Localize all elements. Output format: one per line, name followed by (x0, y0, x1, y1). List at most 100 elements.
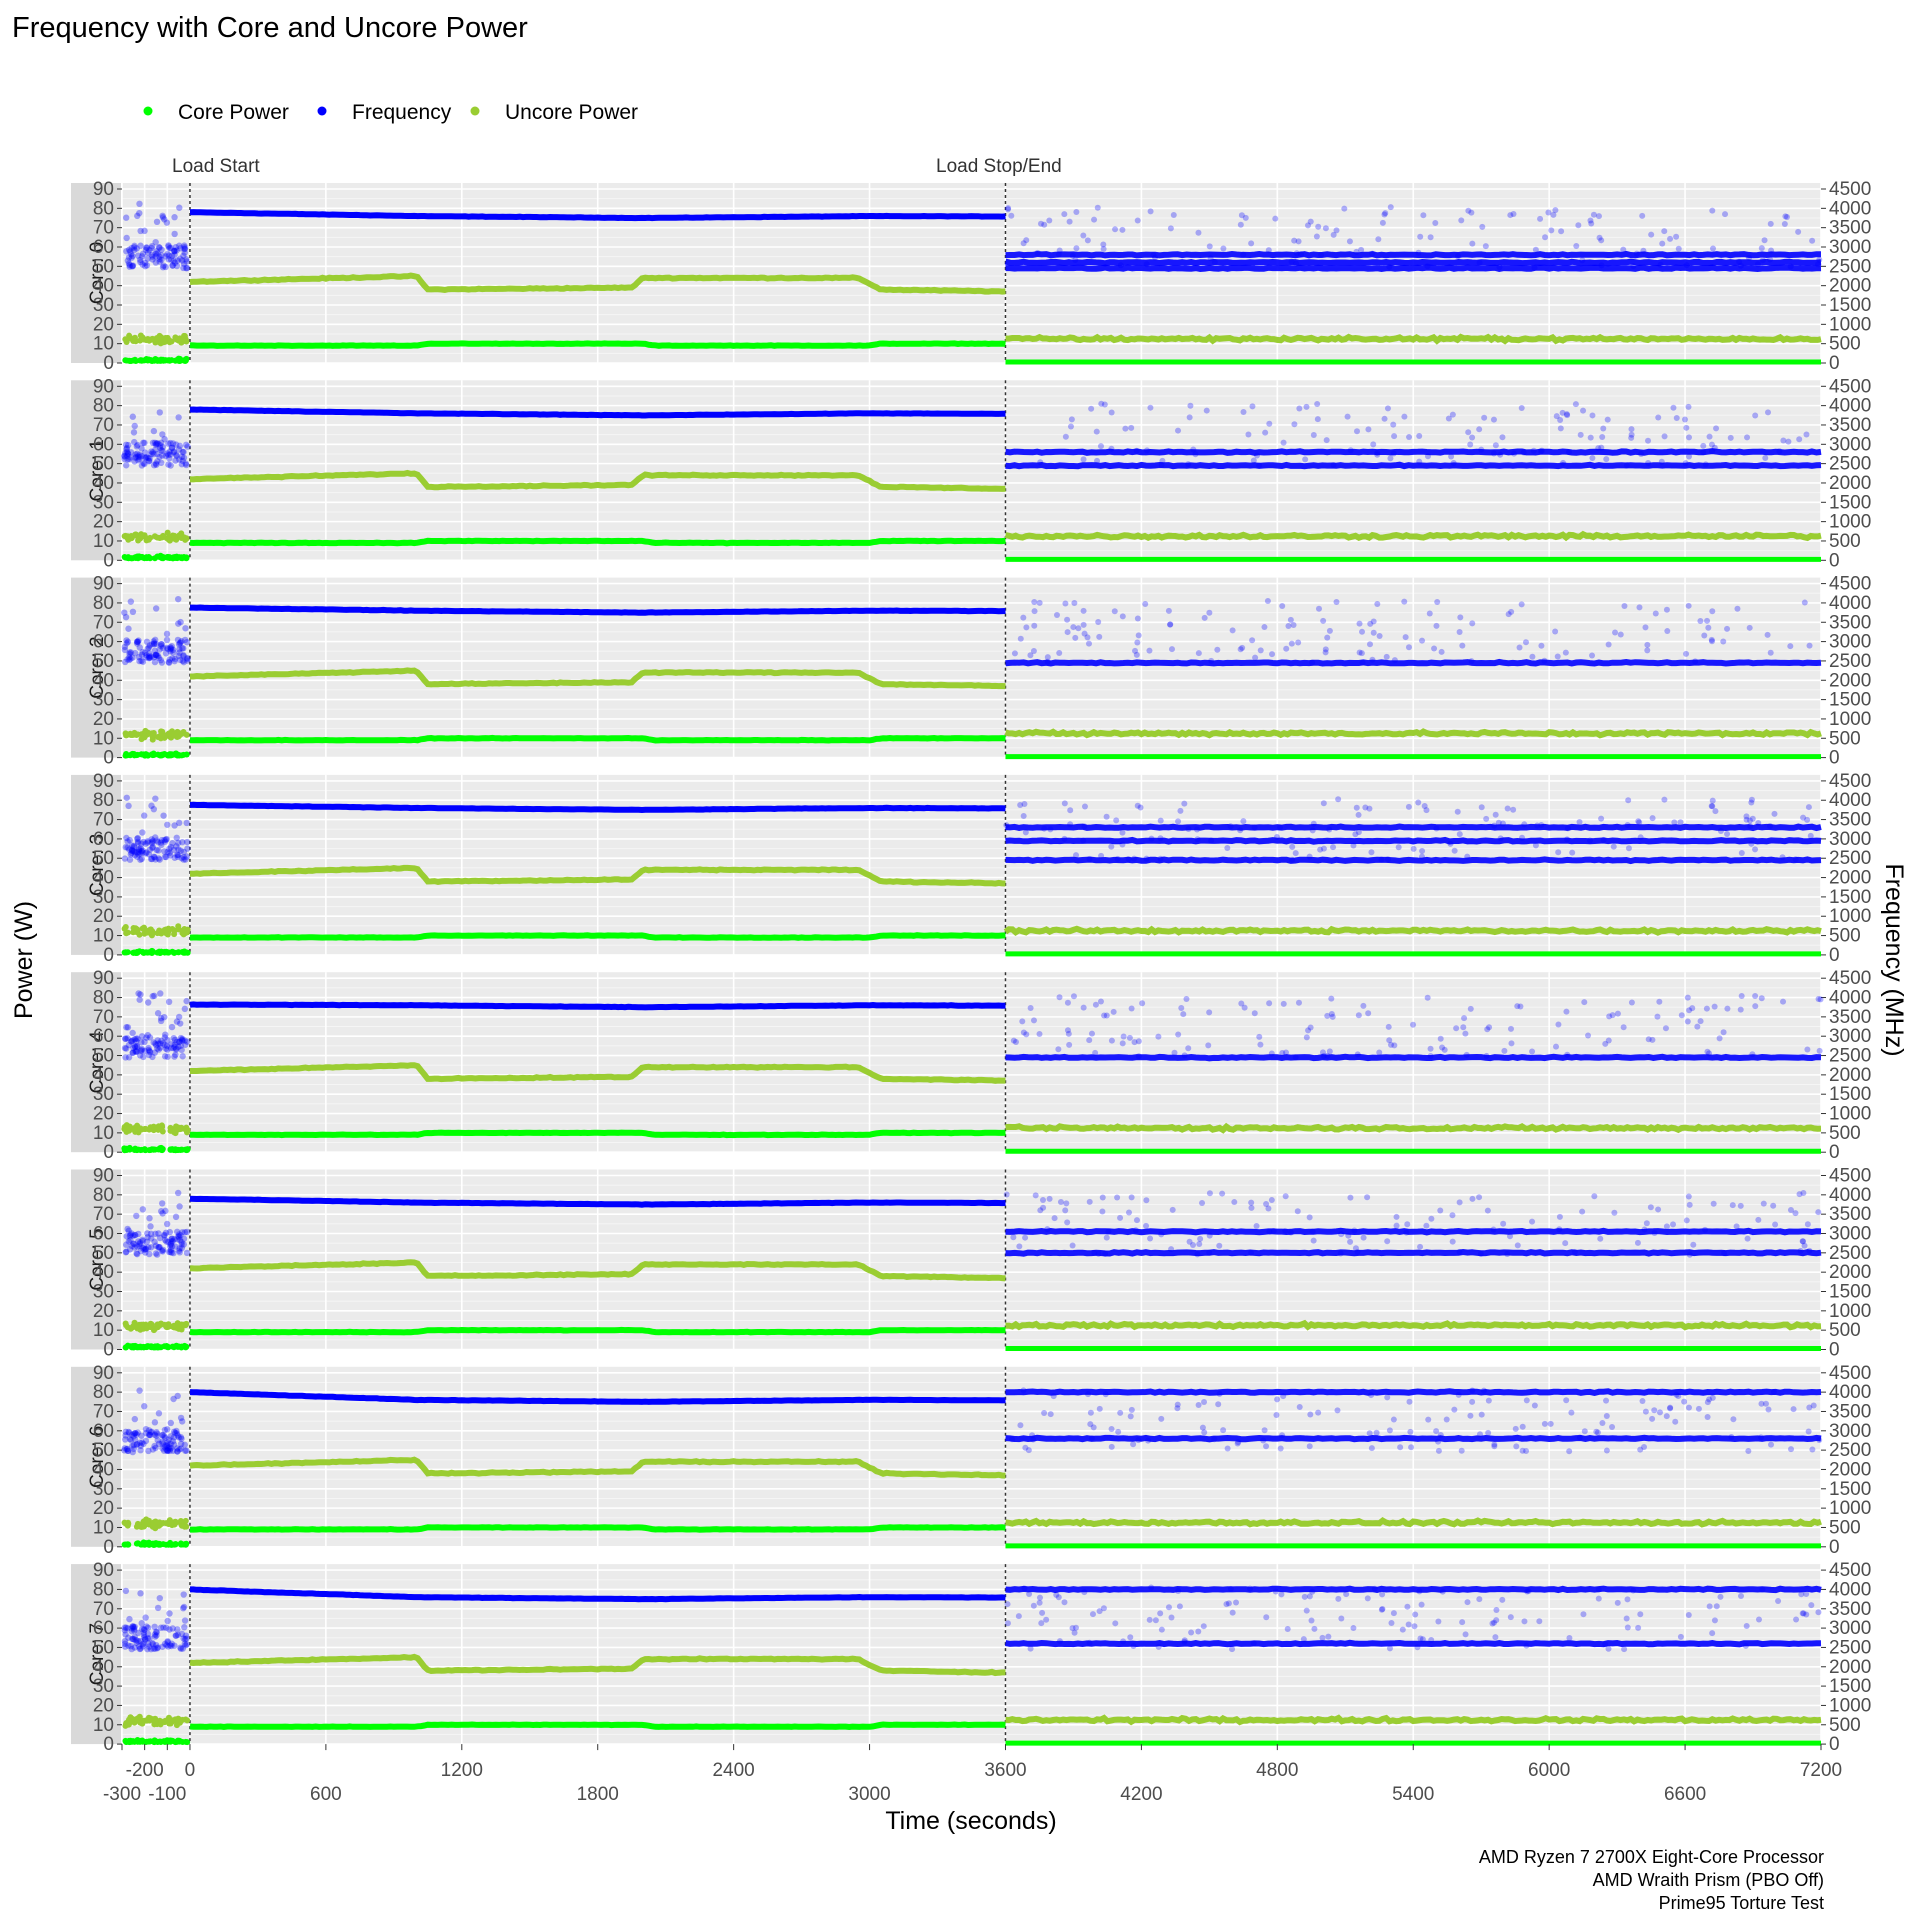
frequency-point (181, 1635, 189, 1643)
frequency-point (1670, 404, 1677, 411)
frequency-point (1810, 1402, 1817, 1409)
frequency-point (1423, 807, 1430, 814)
frequency-point (181, 243, 188, 251)
y-left-tick-label: 70 (93, 1007, 114, 1028)
frequency-point (1133, 651, 1140, 658)
y-right-tick-label: 2000 (1829, 473, 1871, 494)
frequency-point (152, 259, 160, 266)
frequency-point (1245, 431, 1252, 438)
frequency-point (1067, 423, 1074, 430)
frequency-point (1599, 434, 1606, 441)
core-point (181, 949, 188, 956)
frequency-point (1775, 1597, 1782, 1604)
frequency-point (131, 438, 138, 446)
frequency-point (1295, 639, 1302, 646)
frequency-point (1103, 1012, 1110, 1019)
frequency-point (1352, 1245, 1359, 1252)
x-tick-label: -300 (103, 1784, 141, 1805)
frequency-point (1311, 1625, 1318, 1632)
frequency-point (159, 1246, 167, 1254)
frequency-point (138, 651, 146, 658)
frequency-point (121, 658, 129, 666)
frequency-point (1505, 611, 1512, 618)
frequency-point (1320, 617, 1327, 624)
frequency-point (1170, 212, 1177, 219)
frequency-point (137, 1645, 144, 1652)
y-left-tick-label: 10 (93, 1123, 114, 1144)
y-left-tick-label: 40 (93, 276, 114, 297)
uncore-point (139, 1720, 146, 1727)
frequency-point (1419, 1636, 1426, 1643)
frequency-point (1068, 416, 1075, 423)
frequency-point (1816, 256, 1823, 263)
frequency-point (167, 1044, 175, 1052)
frequency-point (1071, 600, 1078, 607)
frequency-point (1080, 1004, 1087, 1011)
frequency-point (130, 1625, 138, 1632)
frequency-point (1143, 261, 1150, 268)
frequency-point (1310, 1237, 1317, 1244)
series-frequency-load (189, 1195, 1006, 1208)
frequency-point (125, 625, 132, 632)
frequency-point (1119, 829, 1126, 836)
frequency-point (134, 212, 141, 220)
frequency-point (1516, 644, 1523, 651)
uncore-point (123, 1322, 130, 1329)
frequency-point (1449, 1238, 1456, 1245)
panel-core-7: Core: 7010203040506070809005001000150020… (71, 1560, 1871, 1755)
frequency-point (1630, 263, 1637, 270)
frequency-point (1135, 1038, 1142, 1045)
frequency-point (178, 453, 186, 461)
frequency-point (131, 1436, 139, 1444)
frequency-point (141, 649, 149, 656)
frequency-point (1268, 1050, 1275, 1057)
uncore-point (135, 537, 142, 544)
frequency-point (155, 1243, 163, 1251)
frequency-point (128, 842, 136, 849)
frequency-point (1062, 1207, 1069, 1214)
frequency-point (158, 641, 165, 648)
frequency-point (1790, 1406, 1797, 1413)
panel-strip-label: Core: 0 (87, 242, 108, 304)
uncore-point (147, 926, 154, 933)
frequency-point (129, 1049, 136, 1056)
frequency-point (148, 251, 156, 259)
frequency-point (1728, 1433, 1735, 1440)
frequency-point (144, 837, 151, 845)
frequency-point (1279, 1050, 1286, 1057)
frequency-point (1099, 1194, 1106, 1201)
frequency-point (1672, 1418, 1679, 1425)
frequency-point (136, 1387, 143, 1394)
y-right-tick-label: 2000 (1829, 868, 1871, 889)
frequency-point (175, 1043, 182, 1051)
frequency-point (1520, 449, 1527, 456)
frequency-point (1036, 599, 1043, 606)
frequency-point (1792, 856, 1799, 863)
frequency-point (1525, 1588, 1532, 1595)
y-left-tick-label: 0 (103, 1537, 114, 1558)
frequency-point (1147, 1235, 1154, 1242)
frequency-point (1644, 641, 1651, 648)
y-right-tick-label: 1000 (1829, 1301, 1871, 1322)
frequency-point (1371, 1585, 1378, 1592)
frequency-point (1513, 1443, 1520, 1450)
frequency-point (177, 1445, 185, 1452)
frequency-point (178, 1036, 186, 1044)
frequency-point (136, 1645, 144, 1653)
frequency-point (183, 657, 191, 664)
frequency-point (1181, 800, 1188, 807)
frequency-point (122, 1624, 130, 1631)
frequency-point (171, 1236, 178, 1243)
frequency-point (170, 1434, 178, 1441)
uncore-point (122, 924, 129, 931)
frequency-point (1781, 220, 1788, 227)
series-core-load (189, 340, 1006, 349)
frequency-point (126, 454, 134, 461)
frequency-point (1241, 1004, 1248, 1011)
frequency-point (1030, 1017, 1037, 1024)
frequency-point (125, 260, 133, 267)
panel-core-6: Core: 6010203040506070809005001000150020… (71, 1363, 1871, 1558)
frequency-point (1168, 1614, 1175, 1621)
frequency-idle-band (1004, 258, 1822, 267)
frequency-point (1762, 1400, 1769, 1407)
